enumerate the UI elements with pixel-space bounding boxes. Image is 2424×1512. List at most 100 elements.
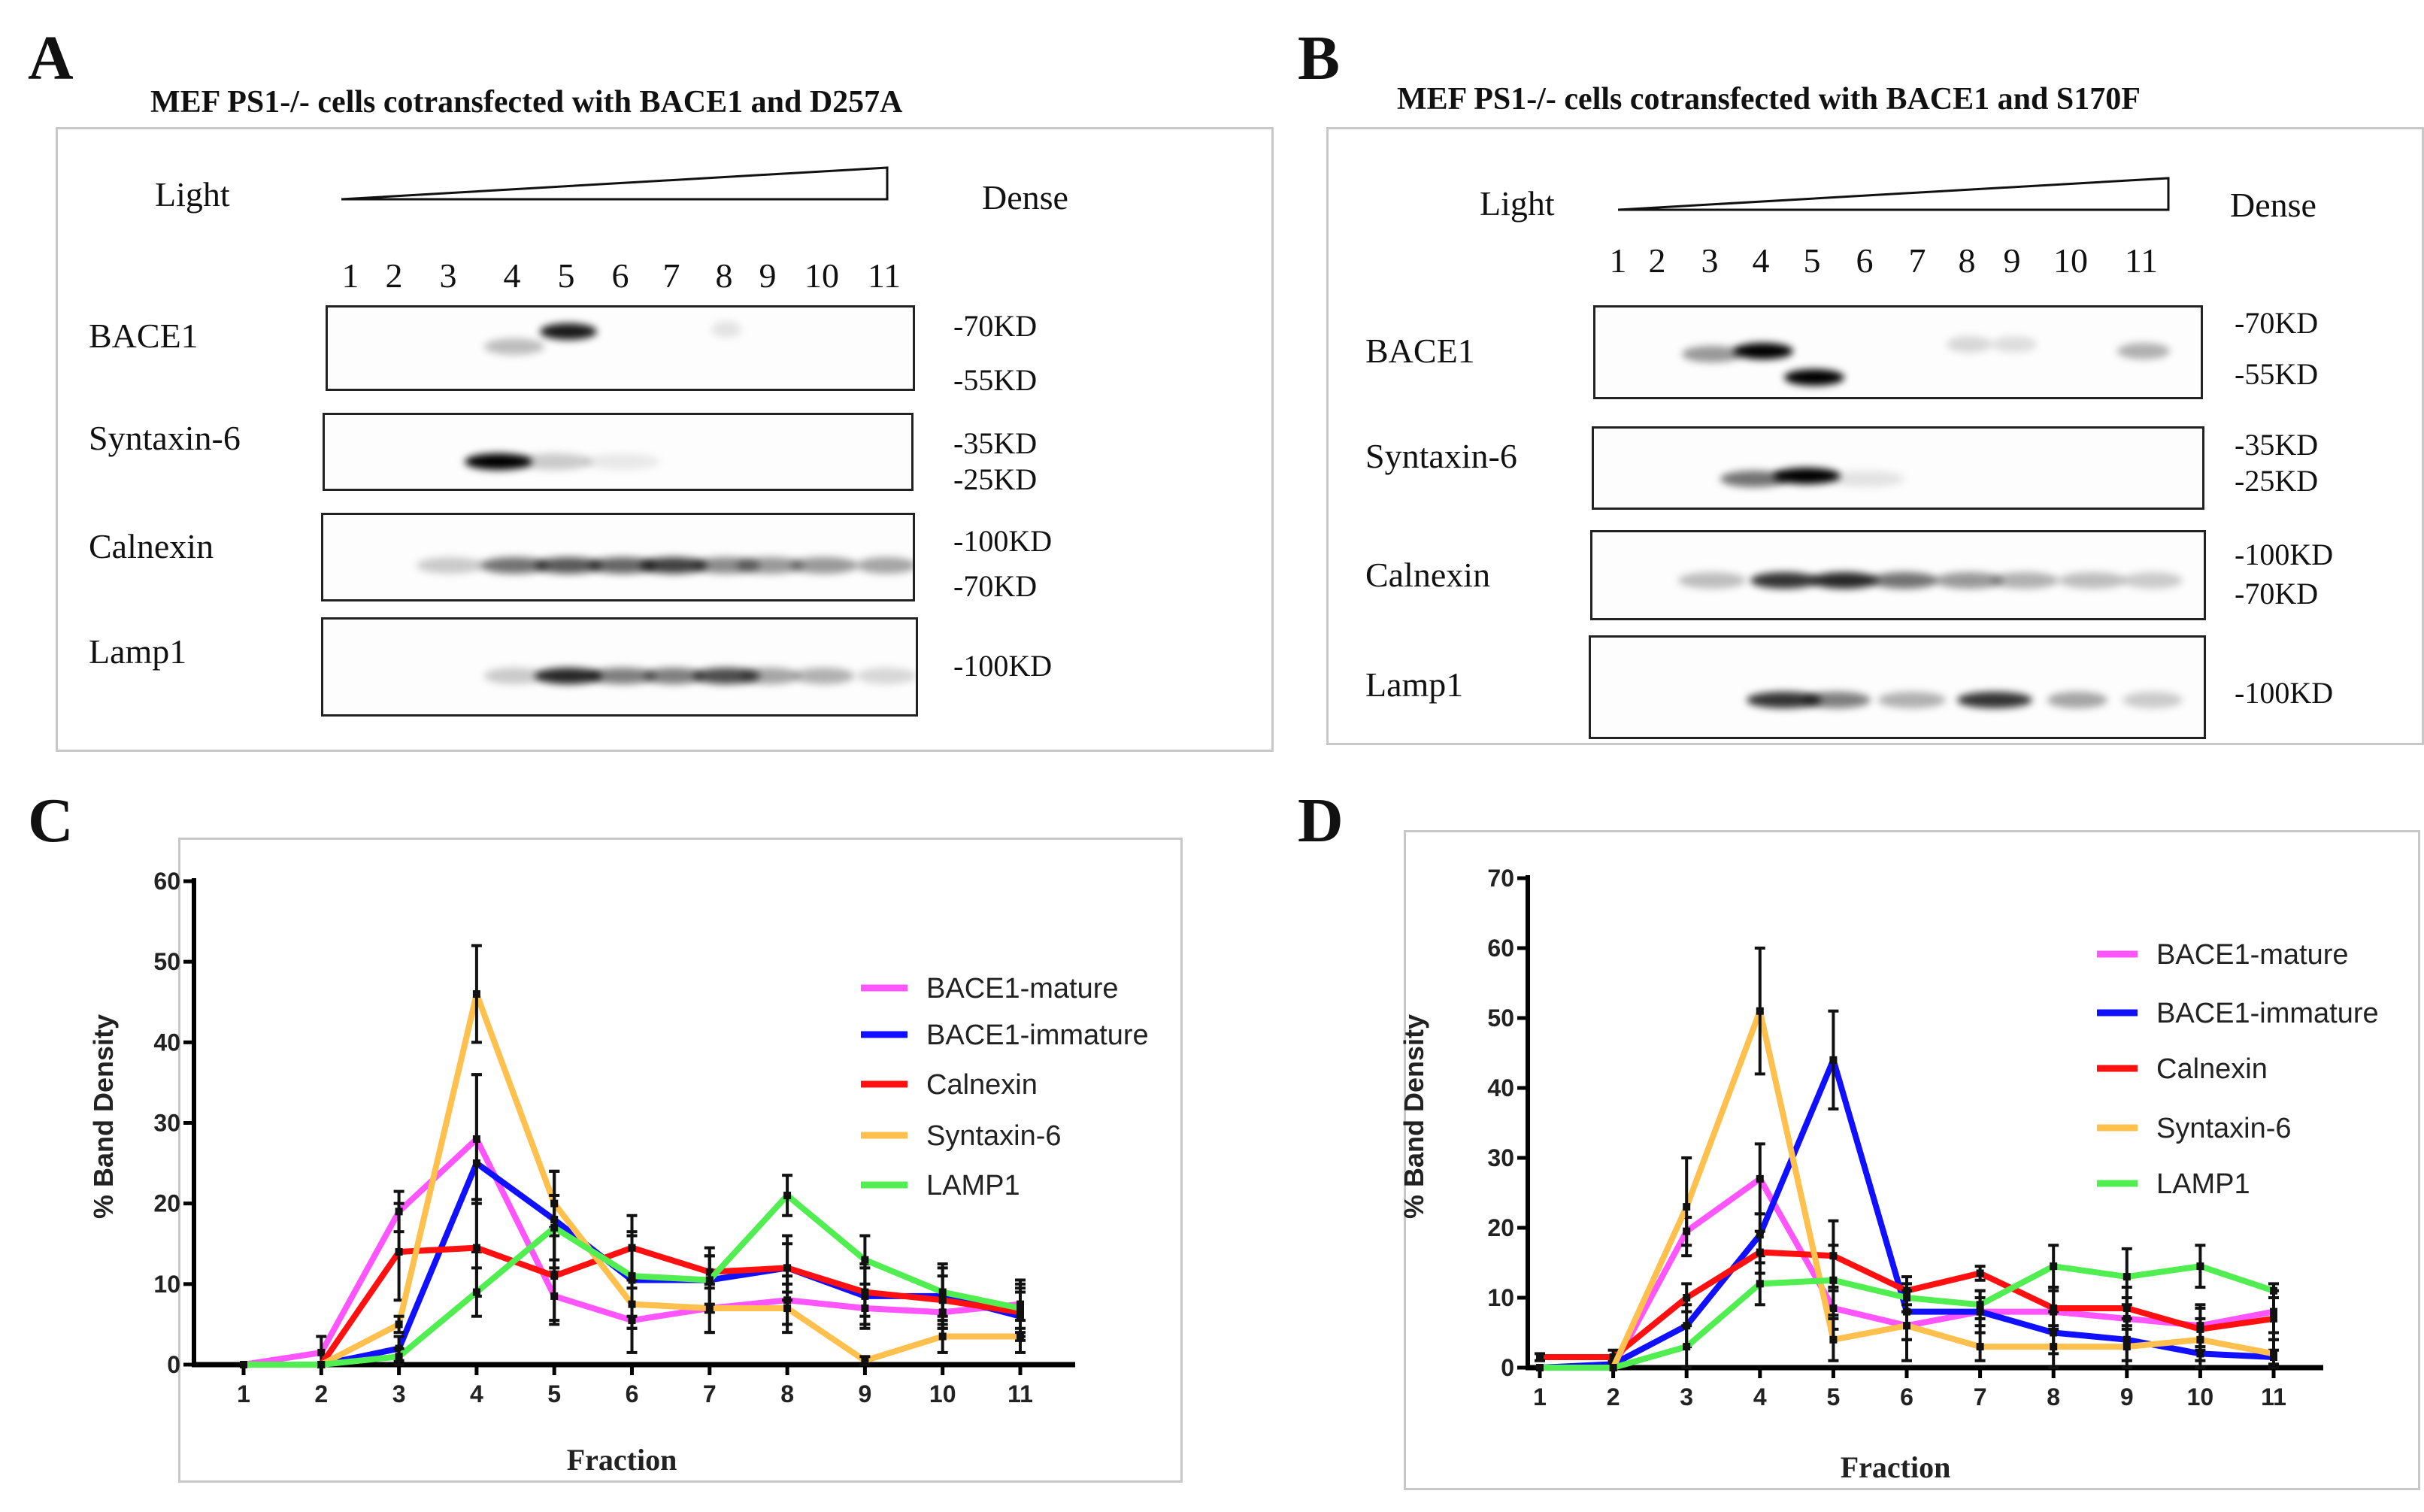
blot-band [484, 338, 544, 356]
blot-band [856, 556, 913, 574]
panel-a-marker-label: -25KD [953, 462, 1038, 496]
panel-b-lane-9: 9 [2003, 241, 2021, 280]
panel-a-marker-label: -35KD [953, 426, 1038, 460]
data-point [1536, 1364, 1544, 1371]
data-point [1756, 1280, 1764, 1288]
panel-a-blot-label: BACE1 [89, 317, 198, 355]
data-point [1976, 1343, 1984, 1351]
panel-b-lane-11: 11 [2124, 241, 2159, 280]
legend-label: LAMP1 [2156, 1168, 2250, 1200]
blot-band [1784, 368, 1844, 386]
panel-a-lane-6: 6 [611, 256, 629, 295]
blot-band [1829, 470, 1904, 487]
panel-a-marker-label: -70KD [953, 309, 1038, 343]
blot-band [417, 556, 484, 574]
x-tick-label: 2 [1607, 1383, 1620, 1410]
panel-a-letter: A [28, 23, 74, 93]
y-axis-label: % Band Density [1398, 1014, 1429, 1219]
series-syntaxin-6 [1536, 947, 2279, 1371]
data-point [240, 1361, 247, 1368]
panel-b-lane-1: 1 [1609, 241, 1627, 280]
panel-a-lane-10: 10 [804, 256, 839, 295]
y-axis-label: % Band Density [88, 1014, 119, 1219]
panel-a-frame [56, 127, 1274, 752]
panel-b-blot-calnexin [1590, 530, 2206, 620]
blot-band [540, 323, 597, 341]
data-point [2196, 1262, 2204, 1271]
data-point [472, 1288, 480, 1296]
panel-b-blot-label: Lamp1 [1365, 665, 1464, 704]
y-tick-label: 0 [1501, 1354, 1514, 1381]
data-point [1683, 1203, 1691, 1211]
panel-a-lane-11: 11 [867, 256, 901, 295]
data-point [1536, 1353, 1544, 1362]
panel-a-lane-2: 2 [385, 256, 403, 295]
panel-a-lane-7: 7 [662, 256, 680, 295]
panel-b-marker-label: -100KD [2235, 676, 2334, 710]
blot-band [1991, 571, 2059, 589]
y-tick-label: 0 [167, 1351, 180, 1378]
blot-band [1750, 571, 1818, 589]
legend-label: BACE1-mature [926, 973, 1119, 1004]
panel-a-blot-bace1 [326, 305, 915, 391]
blot-band [517, 453, 592, 471]
data-point [1976, 1269, 1984, 1277]
panel-b-blot-label: BACE1 [1365, 332, 1475, 370]
y-tick-label: 40 [153, 1029, 180, 1056]
x-tick-label: 4 [1753, 1383, 1767, 1410]
blot-band [1947, 335, 1992, 353]
data-point [395, 1247, 403, 1256]
blot-band [1747, 691, 1822, 708]
panel-a-blot-syntaxin-6 [323, 413, 914, 491]
legend-label: BACE1-immature [926, 1020, 1149, 1051]
blot-band [2117, 342, 2170, 359]
x-tick-label: 11 [2261, 1383, 2286, 1410]
panel-b-lane-4: 4 [1752, 241, 1770, 280]
blot-band [1733, 342, 1793, 359]
data-point [783, 1191, 792, 1199]
x-tick-label: 9 [2120, 1383, 2134, 1410]
legend-label: Syntaxin-6 [926, 1120, 1062, 1152]
y-tick-label: 20 [1487, 1214, 1514, 1241]
x-tick-label: 5 [547, 1380, 561, 1407]
blot-band [1803, 691, 1871, 708]
panel-a-lane-3: 3 [439, 256, 457, 295]
panel-b-lane-5: 5 [1803, 241, 1821, 280]
x-tick-label: 3 [392, 1380, 406, 1407]
panel-b-title: MEF PS1-/- cells cotransfected with BACE… [1397, 82, 2141, 117]
panel-b-marker-label: -100KD [2235, 538, 2334, 571]
blot-band [484, 667, 544, 684]
blot-band [1810, 571, 1878, 589]
blot-band [1871, 571, 1938, 589]
panel-a-dense-label: Dense [982, 178, 1068, 217]
x-tick-label: 10 [2187, 1383, 2214, 1410]
panel-a-lane-4: 4 [503, 256, 521, 295]
data-point [1756, 1174, 1764, 1183]
panel-b-gradient-wedge-icon [1618, 177, 2170, 211]
data-point [1609, 1353, 1617, 1362]
data-point [2050, 1262, 2058, 1271]
panel-b-marker-label: -70KD [2235, 306, 2319, 340]
x-tick-label: 1 [237, 1380, 250, 1407]
panel-b-dense-label: Dense [2230, 186, 2316, 224]
y-tick-label: 20 [153, 1190, 180, 1217]
data-point [395, 1320, 403, 1329]
data-point [2050, 1304, 2058, 1312]
panel-a-marker-label: -100KD [953, 524, 1053, 558]
legend-label: LAMP1 [926, 1170, 1020, 1201]
panel-a-lane-9: 9 [759, 256, 777, 295]
legend-label: Calnexin [2156, 1053, 2268, 1085]
x-tick-label: 10 [929, 1380, 956, 1407]
panel-a-blot-lamp1 [321, 617, 918, 717]
data-point [472, 990, 480, 998]
legend-label: Calnexin [926, 1069, 1038, 1101]
data-point [1829, 1276, 1838, 1284]
panel-b-blot-label: Syntaxin-6 [1365, 437, 1517, 475]
blot-band [1992, 335, 2037, 353]
panel-b-lane-3: 3 [1701, 241, 1719, 280]
series-lamp1 [240, 1174, 1026, 1368]
data-point [1683, 1343, 1691, 1351]
data-point [2123, 1304, 2131, 1312]
x-axis-label: Fraction [1841, 1450, 1951, 1484]
legend-label: BACE1-immature [2156, 998, 2379, 1029]
